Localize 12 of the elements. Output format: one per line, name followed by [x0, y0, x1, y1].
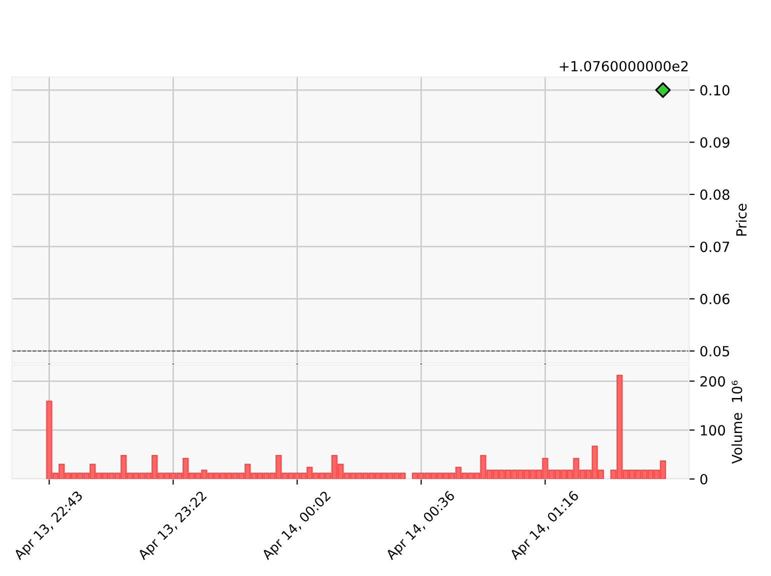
y-tick-label: 0.06: [700, 294, 730, 304]
y-tick-label: 0.07: [700, 242, 730, 252]
text: +1.0760000000e2: [560, 60, 688, 72]
y-tick-label: 100: [700, 425, 726, 436]
y-axis-title: Price: [736, 204, 747, 236]
y-tick-label: 0.09: [700, 137, 730, 148]
y-tick-label: 0.08: [700, 189, 730, 200]
y-tick-label: 0: [700, 474, 708, 484]
y-tick-label: 0.10: [700, 85, 730, 96]
y-tick-label: 200: [700, 376, 726, 387]
y-axis-title: Volume 10⁶: [731, 380, 742, 464]
y-tick-label: 0.05: [700, 346, 730, 356]
